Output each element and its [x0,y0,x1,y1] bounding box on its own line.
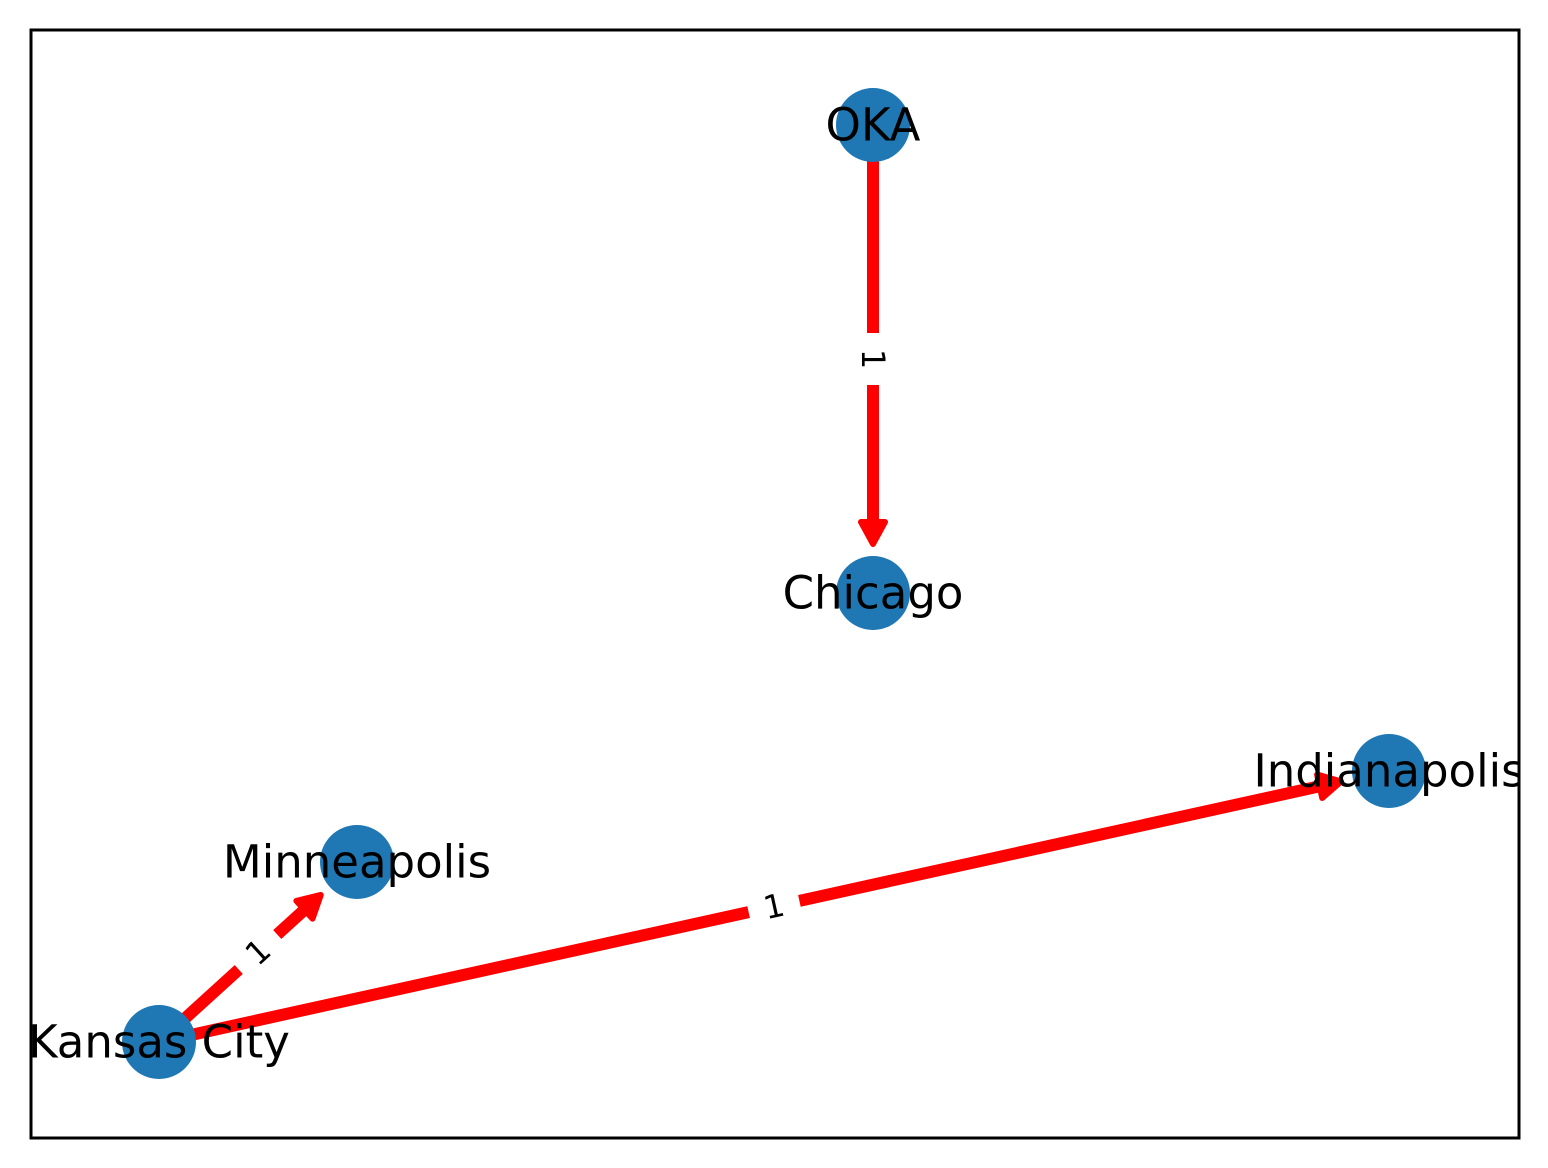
edge-oka-to-chicago-label-box [849,333,897,385]
edge-oka-to-chicago-arrowhead [858,519,888,547]
node-label-kansas-city: Kansas City [28,1016,290,1069]
node-label-chicago: Chicago [783,567,964,620]
node-chicago [836,556,910,630]
edge-oka-to-chicago-label: 1 [849,333,897,385]
edge-labels-layer: 1 1 1 [222,333,897,988]
node-minneapolis [320,825,394,899]
node-labels-layer: OKA Chicago Indianapolis Minneapolis Kansas … [28,99,1524,1069]
node-kansas-city [122,1005,196,1079]
edge-kansas-city-to-minneapolis-label: 1 [222,916,294,988]
nodes-layer [122,88,1426,1079]
edge-oka-to-chicago-label-text: 1 [854,349,892,369]
node-oka [836,88,910,162]
node-label-minneapolis: Minneapolis [223,836,491,889]
edge-kansas-city-to-indianapolis-arrowhead [1314,771,1345,801]
edge-kansas-city-to-minneapolis-label-box [222,916,294,988]
edge-kansas-city-to-indianapolis-label-box [743,877,805,936]
edge-kansas-city-to-minneapolis-arrowhead [293,891,324,922]
edge-kansas-city-to-indianapolis-label: 1 [743,877,805,936]
node-label-indianapolis: Indianapolis [1253,745,1524,798]
graph-content: OKA Chicago Indianapolis Minneapolis Kansas … [28,88,1524,1079]
node-label-oka: OKA [826,99,921,152]
node-indianapolis [1352,734,1426,808]
